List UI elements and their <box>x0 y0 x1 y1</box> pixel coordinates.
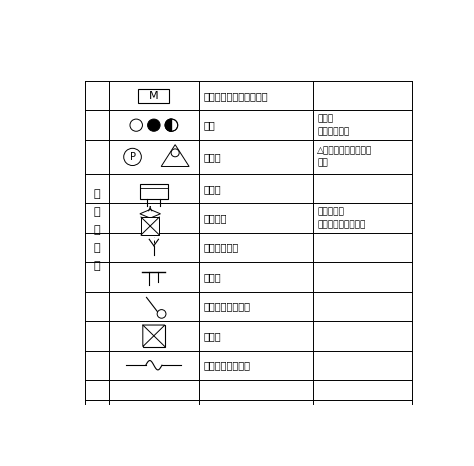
Text: 給
排
水
関
係: 給 排 水 関 係 <box>93 190 100 272</box>
Circle shape <box>130 119 143 131</box>
Text: 図面横等に
数字ごとに凡例あり: 図面横等に 数字ごとに凡例あり <box>317 207 365 229</box>
Text: 量水器（給水メーター）: 量水器（給水メーター） <box>203 91 268 101</box>
Text: フロートスイッチ: フロートスイッチ <box>203 302 250 311</box>
Text: 排水ホッパー: 排水ホッパー <box>203 242 238 253</box>
Text: 電極棒: 電極棒 <box>203 272 221 282</box>
FancyBboxPatch shape <box>138 89 169 103</box>
Text: 水栓: 水栓 <box>203 120 215 130</box>
Circle shape <box>124 148 141 165</box>
Polygon shape <box>140 210 161 218</box>
Text: △の頂部がポンプの二
次側: △の頂部がポンプの二 次側 <box>317 146 373 168</box>
Text: 点検口: 点検口 <box>203 331 221 341</box>
Text: フレキシブル配管: フレキシブル配管 <box>203 360 250 370</box>
Text: 外構ます: 外構ます <box>203 213 227 223</box>
Circle shape <box>165 119 178 131</box>
Bar <box>143 325 165 347</box>
Circle shape <box>147 119 160 131</box>
Text: ポンプ: ポンプ <box>203 152 221 162</box>
Text: 右から
水、湯、混合: 右から 水、湯、混合 <box>317 115 349 136</box>
Polygon shape <box>161 144 189 166</box>
Bar <box>140 184 168 199</box>
Polygon shape <box>165 119 172 131</box>
Circle shape <box>157 309 166 318</box>
Bar <box>141 217 159 235</box>
Text: M: M <box>149 91 159 101</box>
Polygon shape <box>143 325 165 347</box>
Text: P: P <box>129 152 136 162</box>
Circle shape <box>171 149 179 157</box>
Text: 受水槽: 受水槽 <box>203 184 221 194</box>
